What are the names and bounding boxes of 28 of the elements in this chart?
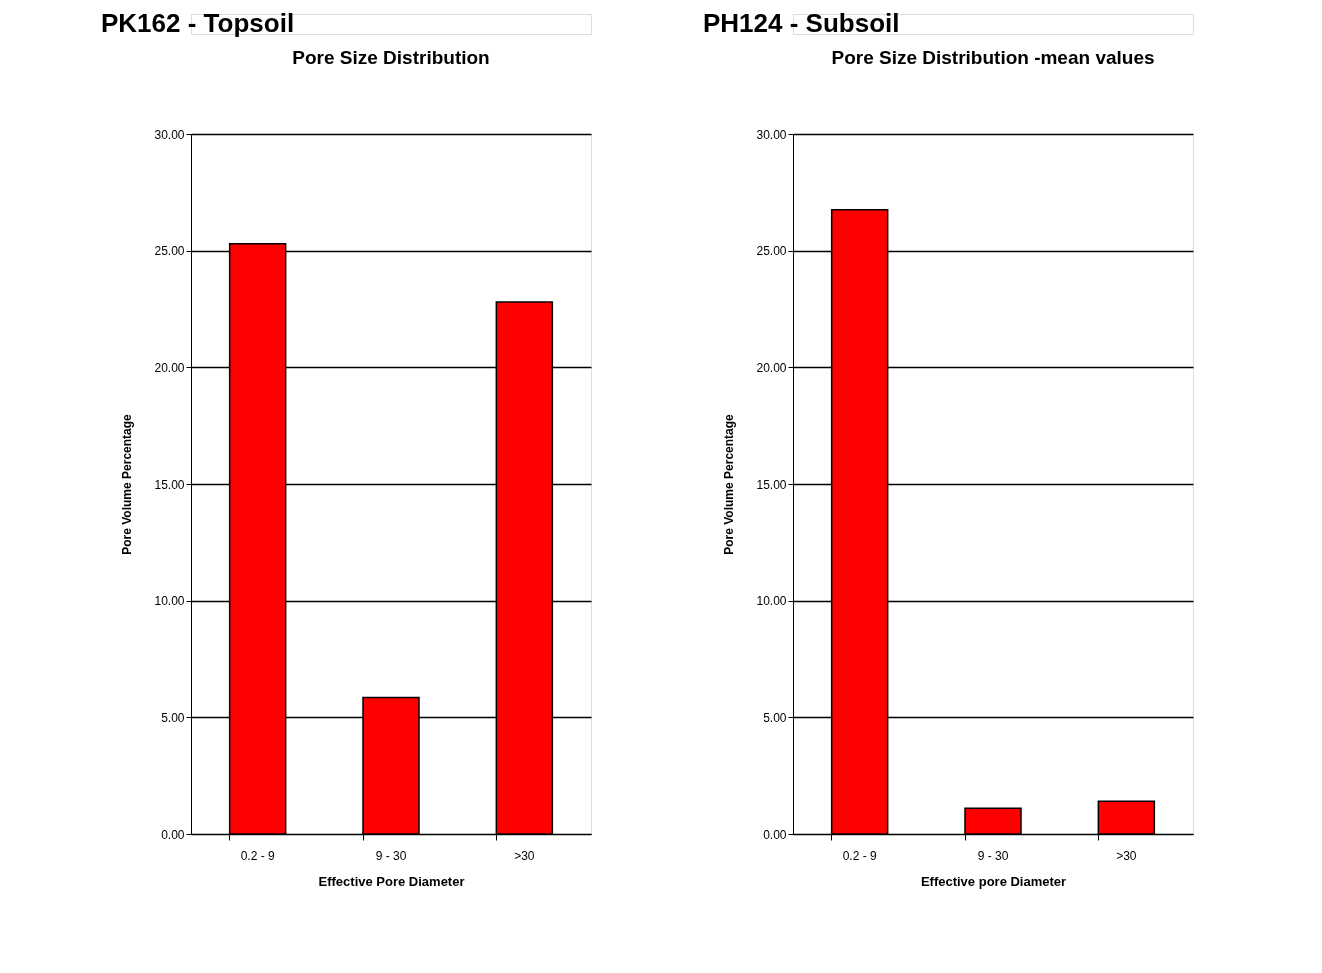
y-axis-title: Pore Volume Percentage [722, 413, 737, 555]
y-tick-label: 10.00 [154, 594, 185, 609]
y-tick-label: 5.00 [763, 710, 787, 725]
y-tick-label: 15.00 [756, 477, 787, 492]
y-tick-label: 10.00 [756, 594, 787, 609]
y-tick-label: 5.00 [161, 710, 185, 725]
y-tick-label: 25.00 [756, 244, 787, 259]
x-tick-label: 0.2 - 9 [842, 848, 877, 863]
x-tick-label: 0.2 - 9 [240, 848, 275, 863]
chart-title: PK162 - Topsoil [101, 8, 295, 38]
x-tick-label: 9 - 30 [977, 848, 1009, 863]
y-tick-label: 30.00 [756, 127, 787, 142]
y-tick-label: 20.00 [154, 360, 185, 375]
y-axis-title: Pore Volume Percentage [120, 413, 135, 555]
chart-title: PH124 - Subsoil [703, 8, 900, 38]
x-tick-label: >30 [1116, 848, 1137, 863]
y-tick-label: 15.00 [154, 477, 185, 492]
y-tick-label: 20.00 [756, 360, 787, 375]
y-tick-label: 30.00 [154, 127, 185, 142]
x-axis-title: Effective pore Diameter [920, 873, 1067, 889]
chart-subtitle: Pore Size Distribution -mean values [831, 47, 1155, 68]
chart-subtitle: Pore Size Distribution [292, 47, 490, 68]
y-tick-label: 0.00 [161, 827, 185, 842]
x-tick-label: >30 [514, 848, 535, 863]
x-tick-label: 9 - 30 [375, 848, 407, 863]
y-tick-label: 0.00 [763, 827, 787, 842]
x-axis-title: Effective Pore Diameter [318, 873, 465, 889]
y-tick-label: 25.00 [154, 244, 185, 259]
